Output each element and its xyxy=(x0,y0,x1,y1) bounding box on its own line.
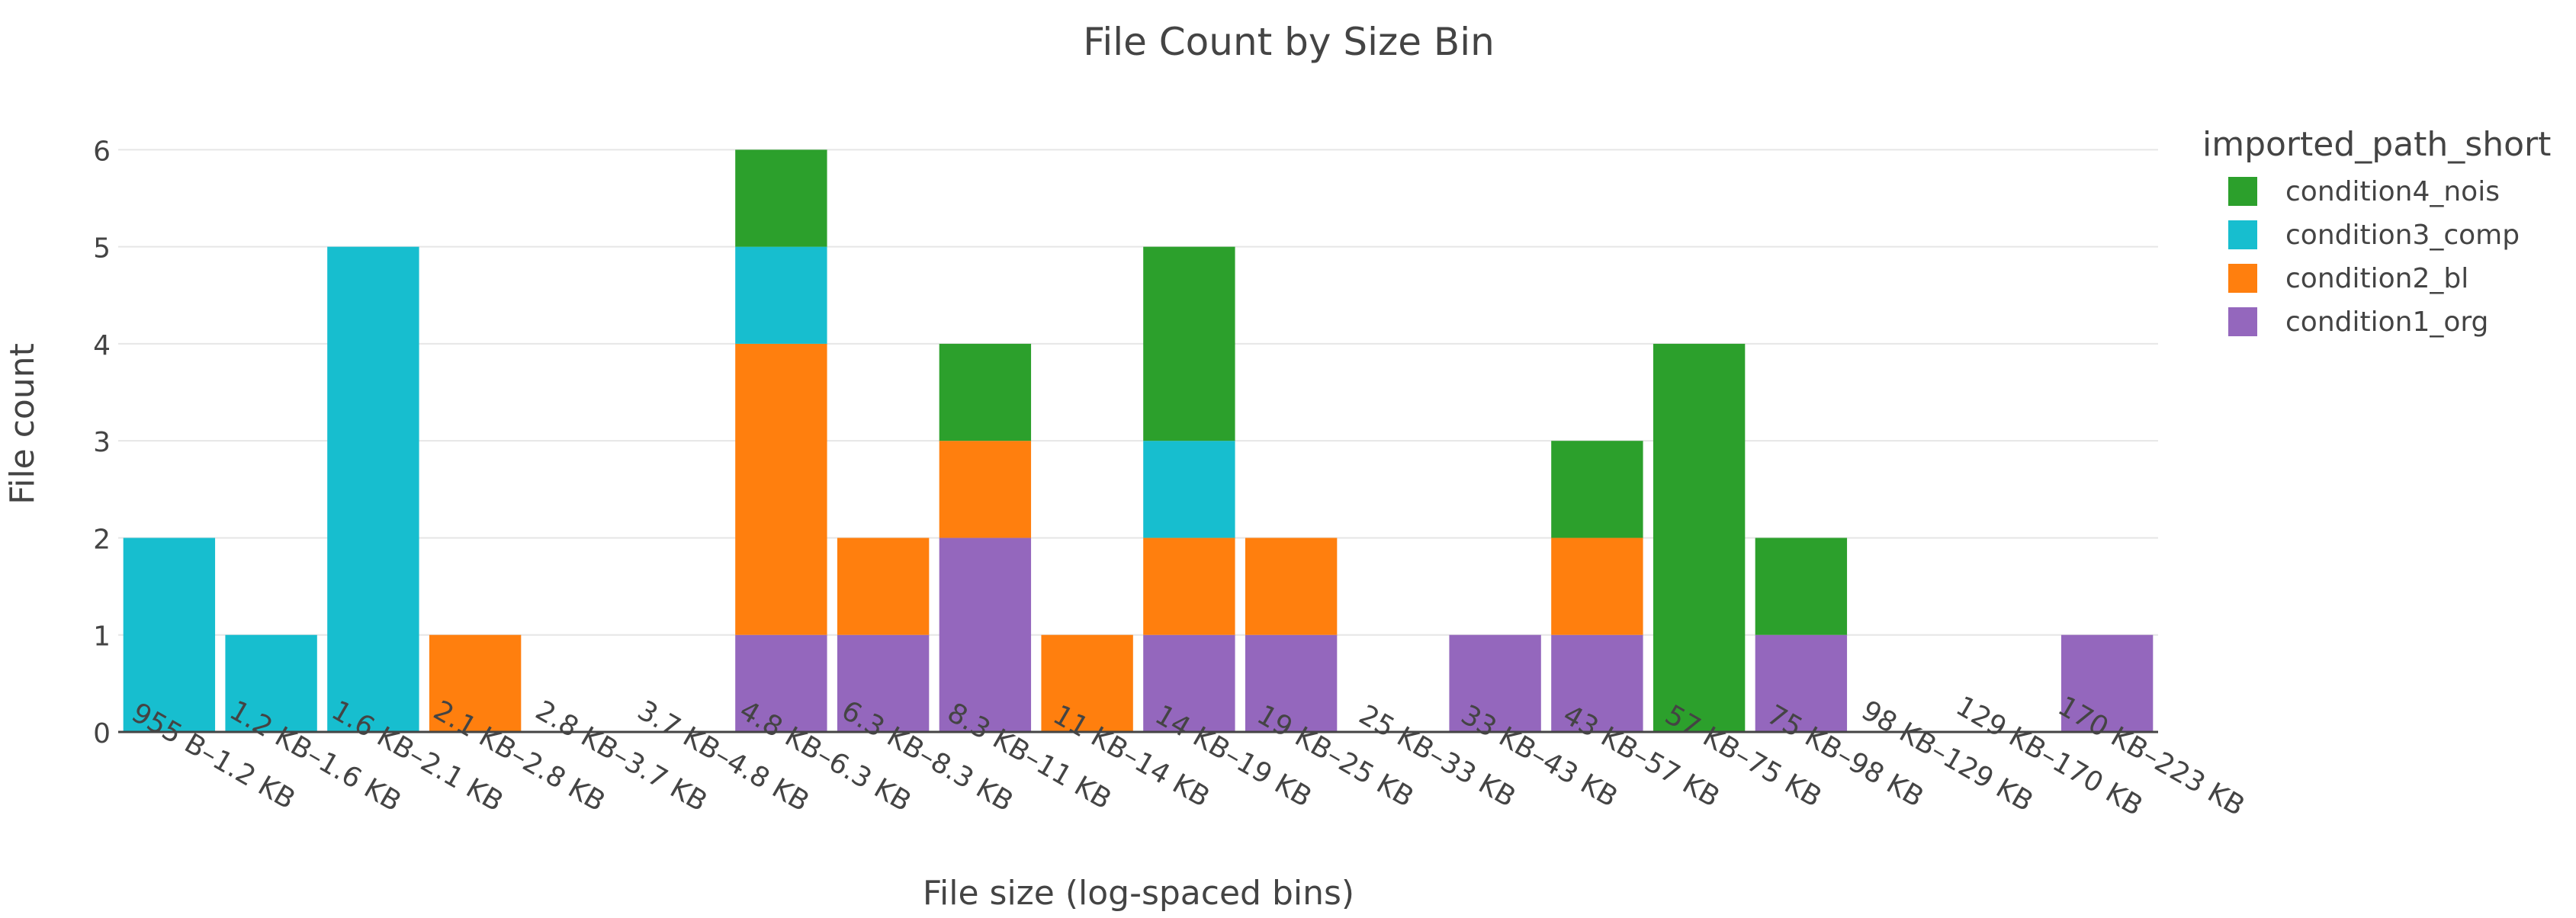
y-tick-label: 5 xyxy=(93,233,111,265)
bar-segment-condition2_bl[interactable] xyxy=(1551,538,1643,635)
bar-segment-condition4_nois[interactable] xyxy=(1653,343,1746,732)
bar-segment-condition4_nois[interactable] xyxy=(939,343,1032,441)
bar-segment-condition1_org[interactable] xyxy=(735,634,827,732)
bar-segment-condition3_comp[interactable] xyxy=(327,246,419,732)
bar-segment-condition3_comp[interactable] xyxy=(735,246,827,344)
y-tick-label: 0 xyxy=(93,718,111,749)
bar-segment-condition2_bl[interactable] xyxy=(837,538,930,635)
bar-segment-condition1_org[interactable] xyxy=(939,538,1032,732)
y-tick-label: 4 xyxy=(93,330,111,361)
bar-segment-condition1_org[interactable] xyxy=(1449,634,1541,732)
bar-segment-condition4_nois[interactable] xyxy=(1143,246,1235,441)
bar-segment-condition2_bl[interactable] xyxy=(1143,538,1235,635)
legend-swatch[interactable] xyxy=(2228,220,2257,249)
bar-segment-condition4_nois[interactable] xyxy=(735,149,827,247)
legend-swatch[interactable] xyxy=(2228,264,2257,293)
chart-title: File Count by Size Bin xyxy=(1083,20,1495,64)
x-axis-title: File size (log-spaced bins) xyxy=(923,874,1354,913)
legend-swatch[interactable] xyxy=(2228,177,2257,206)
legend-swatch[interactable] xyxy=(2228,307,2257,336)
legend-item-label[interactable]: condition2_bl xyxy=(2285,263,2468,294)
legend-item-label[interactable]: condition3_comp xyxy=(2285,220,2520,251)
bar-segment-condition2_bl[interactable] xyxy=(1245,538,1338,635)
y-axis-title: File count xyxy=(3,343,42,505)
bar-segment-condition1_org[interactable] xyxy=(1755,634,1848,732)
bar-segment-condition1_org[interactable] xyxy=(1245,634,1338,732)
bars xyxy=(123,149,2154,732)
bar-segment-condition2_bl[interactable] xyxy=(429,634,522,732)
bar-segment-condition3_comp[interactable] xyxy=(1143,441,1235,538)
y-tick-label: 6 xyxy=(93,136,111,167)
bar-segment-condition1_org[interactable] xyxy=(1551,634,1643,732)
y-tick-label: 2 xyxy=(93,524,111,555)
y-tick-label: 1 xyxy=(93,621,111,653)
bar-segment-condition4_nois[interactable] xyxy=(1755,538,1848,635)
legend-item-label[interactable]: condition4_nois xyxy=(2285,176,2500,207)
legend[interactable]: imported_path_short condition4_noiscondi… xyxy=(2202,125,2551,338)
x-tick-label: 2.8 KB–3.7 KB xyxy=(530,695,712,818)
bar-segment-condition3_comp[interactable] xyxy=(225,634,317,732)
bar-segment-condition1_org[interactable] xyxy=(2060,634,2154,732)
bar-segment-condition4_nois[interactable] xyxy=(1551,441,1643,538)
legend-item-label[interactable]: condition1_org xyxy=(2285,307,2488,338)
legend-title: imported_path_short xyxy=(2202,125,2551,164)
bar-segment-condition3_comp[interactable] xyxy=(123,538,216,732)
bar-segment-condition2_bl[interactable] xyxy=(735,343,827,635)
bar-segment-condition2_bl[interactable] xyxy=(939,441,1032,538)
x-tick-label: 98 KB–129 KB xyxy=(1856,695,2038,818)
bar-segment-condition2_bl[interactable] xyxy=(1041,634,1133,732)
bar-segment-condition1_org[interactable] xyxy=(837,634,930,732)
grid-lines xyxy=(118,149,2158,636)
y-tick-label: 3 xyxy=(93,427,111,458)
bar-segment-condition1_org[interactable] xyxy=(1143,634,1235,732)
